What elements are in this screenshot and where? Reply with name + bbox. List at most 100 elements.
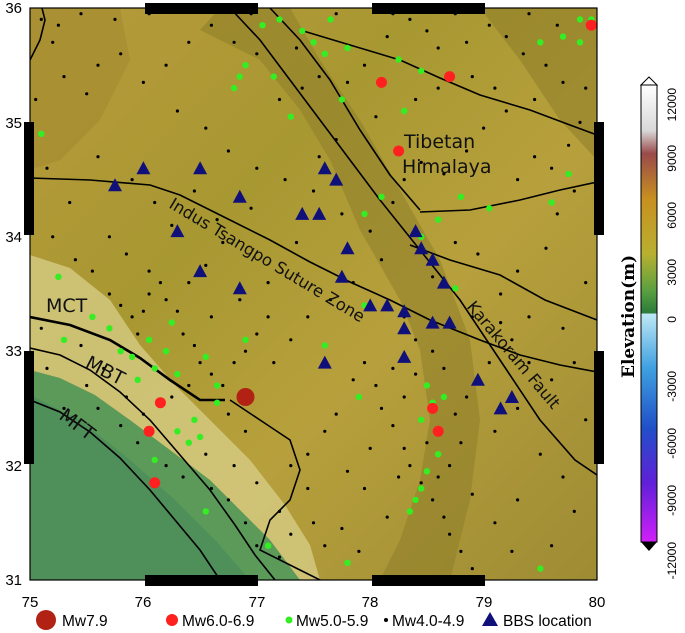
- mw5-event: [327, 16, 334, 23]
- colorbar-tick-label: -6000: [665, 428, 679, 459]
- mw4-event: [357, 549, 361, 554]
- bbs-station: [408, 224, 423, 238]
- lon-tick-label: 79: [476, 594, 493, 611]
- lon-tick-label: 75: [22, 594, 39, 611]
- mw5-event: [242, 61, 249, 69]
- mw4-event: [408, 464, 412, 468]
- bbs-station: [317, 355, 332, 369]
- mct-label: MCT: [46, 295, 88, 317]
- mw5-event: [565, 170, 572, 178]
- mw4-event: [442, 366, 446, 370]
- karakoram-fault-line: [229, 8, 597, 476]
- mw4-event: [493, 429, 497, 433]
- legend-mw6-symbol: [166, 614, 178, 626]
- colorbar-tick-label: 3000: [665, 259, 679, 286]
- mw6-event: [444, 71, 456, 83]
- mw4-event: [550, 378, 554, 382]
- mw4-event: [345, 469, 350, 473]
- mw4-event: [561, 475, 565, 479]
- mw4-event: [499, 321, 503, 325]
- mw4-event: [470, 315, 474, 319]
- mw4-event: [232, 361, 236, 365]
- mw5-event: [418, 416, 425, 423]
- mw4-event: [79, 343, 83, 348]
- lat-tick-label: 36: [5, 0, 22, 17]
- northern-fault-line: [299, 29, 597, 136]
- mw4-event: [414, 338, 418, 342]
- mw4-event: [51, 40, 55, 44]
- mw4-event: [68, 200, 72, 205]
- mw4-event: [550, 544, 554, 548]
- mw5-event: [230, 84, 238, 92]
- tibetan-label: Tibetan: [403, 131, 475, 153]
- mw5-event: [435, 216, 442, 223]
- mw6-event: [376, 76, 387, 88]
- mw4-event: [232, 464, 236, 468]
- mw5-event: [174, 428, 181, 435]
- mw4-event: [119, 52, 123, 56]
- mw5-event: [151, 456, 158, 464]
- mw4-event: [425, 441, 429, 445]
- mw4-event: [306, 315, 310, 319]
- mw5-event: [401, 107, 408, 115]
- mw4-event: [345, 80, 350, 84]
- mw4-event: [476, 252, 480, 256]
- mw4-event: [209, 315, 213, 319]
- bbs-station: [414, 241, 429, 255]
- mw4-event: [516, 178, 520, 182]
- mw4-event: [391, 424, 395, 428]
- mw4-event: [119, 424, 123, 428]
- mw4-event: [283, 178, 287, 182]
- mw5-event: [145, 336, 153, 343]
- mw4-event: [414, 372, 418, 376]
- mw4-event: [170, 223, 174, 227]
- colorbar-tick-label: 9000: [665, 145, 679, 172]
- bbs-station: [425, 315, 440, 329]
- bbs-station: [108, 178, 122, 192]
- mw4-event: [470, 567, 474, 571]
- mw4-event: [351, 378, 355, 382]
- mw5-event: [60, 336, 68, 343]
- mw4-event: [374, 383, 378, 388]
- mw4-event: [85, 383, 89, 388]
- mw4-event: [499, 292, 503, 296]
- mw4-event: [164, 464, 168, 468]
- indus-tsangpo-suture-line: [30, 177, 597, 373]
- mw4-event: [306, 452, 310, 456]
- bbs-station: [329, 172, 344, 186]
- mw4-event: [487, 361, 491, 365]
- map-frame: [24, 3, 604, 586]
- mw5-event: [418, 67, 425, 75]
- lat-tick-label: 34: [5, 229, 22, 246]
- bbs-station: [470, 372, 485, 386]
- mw4-event: [561, 80, 565, 84]
- mw4-event: [187, 281, 191, 285]
- legend-mw4-symbol: [384, 618, 388, 622]
- mw5-event: [440, 393, 448, 401]
- mw4-event: [391, 366, 395, 370]
- mw4-event: [221, 240, 225, 245]
- mw4-event: [527, 12, 531, 16]
- mw4-event: [51, 235, 55, 239]
- mw4-event: [277, 509, 282, 513]
- mw4-event: [544, 246, 548, 250]
- mw4-event: [470, 492, 474, 496]
- mw4-event: [453, 412, 457, 416]
- mw4-event: [533, 155, 537, 159]
- mw4-event: [181, 475, 185, 479]
- mw4-event: [567, 143, 571, 147]
- mw4-event: [584, 418, 588, 422]
- mft-line: [30, 399, 221, 580]
- mw4-event: [431, 349, 435, 353]
- mw4-event: [402, 178, 406, 182]
- mw4-event: [482, 126, 486, 130]
- mw4-event: [516, 269, 520, 273]
- mw4-event: [277, 555, 282, 559]
- mw4-event: [419, 481, 423, 485]
- mw4-event: [266, 315, 270, 319]
- mw4-event: [34, 97, 38, 102]
- mw4-event: [204, 452, 208, 456]
- mw4-event: [119, 303, 123, 307]
- mw4-event: [102, 366, 106, 370]
- mw5-event: [355, 393, 363, 401]
